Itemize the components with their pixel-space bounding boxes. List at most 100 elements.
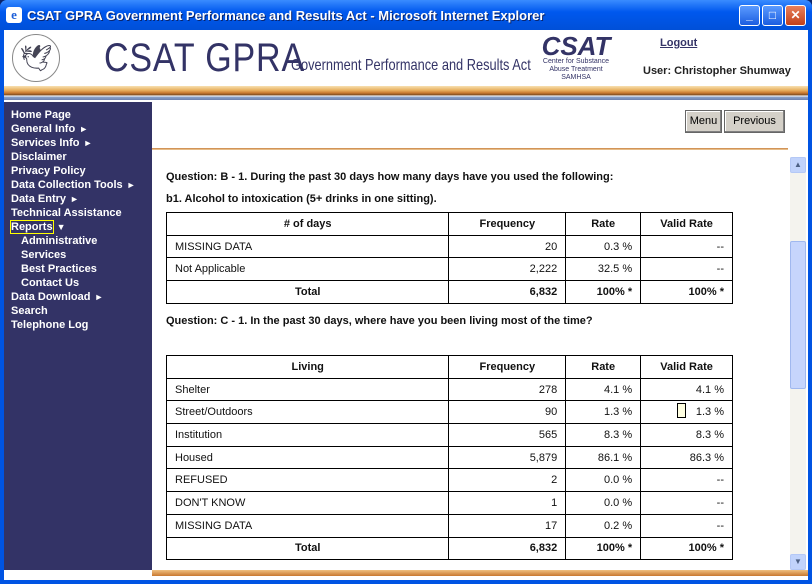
question-b1: Question: B - 1. During the past 30 days… xyxy=(166,171,614,183)
sidebar-item-label: Privacy Policy xyxy=(11,165,86,177)
sidebar-item-label: Services Info xyxy=(11,137,80,149)
table-cell: 0.0 % xyxy=(565,491,642,515)
table-cell: 278 xyxy=(448,377,567,402)
sidebar-item-search[interactable]: Search xyxy=(11,304,48,318)
minimize-button[interactable]: _ xyxy=(739,5,760,26)
sidebar-item-services[interactable]: Services xyxy=(21,248,66,262)
sidebar-item-privacy-policy[interactable]: Privacy Policy xyxy=(11,164,86,178)
scroll-down-button[interactable]: ▼ xyxy=(790,554,806,570)
table-cell: -- xyxy=(640,257,733,282)
table-cell: 4.1 % xyxy=(565,377,642,402)
total-cell: 100% * xyxy=(640,536,733,561)
sidebar-item-label: Data Collection Tools xyxy=(11,179,123,191)
sidebar-item-label: Reports xyxy=(10,220,54,234)
column-header: Frequency xyxy=(448,355,567,379)
sidebar-item-disclaimer[interactable]: Disclaimer xyxy=(11,150,67,164)
logout-link[interactable]: Logout xyxy=(660,37,698,49)
table-cell: 4.1 % xyxy=(640,377,733,402)
column-header: Valid Rate xyxy=(640,212,733,236)
sidebar-item-label: Best Practices xyxy=(21,263,97,275)
table-cell: 2 xyxy=(448,468,567,493)
triangle-right-icon: ► xyxy=(83,138,93,148)
table-cell: 2,222 xyxy=(448,257,567,282)
sidebar-item-label: Technical Assistance xyxy=(11,207,122,219)
sidebar-item-label: Disclaimer xyxy=(11,151,67,163)
sidebar-item-services-info[interactable]: Services Info ► xyxy=(11,136,92,150)
table-header-row: Living Frequency Rate Valid Rate xyxy=(165,355,733,379)
total-cell: 6,832 xyxy=(448,280,567,304)
sidebar-item-technical-assistance[interactable]: Technical Assistance xyxy=(11,206,122,220)
column-header: Rate xyxy=(565,355,642,379)
table-cell: 32.5 % xyxy=(565,257,642,282)
total-row: Total 6,832 100% * 100% * xyxy=(165,536,733,561)
table-cell: 0.2 % xyxy=(565,513,642,538)
table-cell: -- xyxy=(640,468,733,493)
table-cell: Institution xyxy=(165,423,450,447)
sidebar-item-contact-us[interactable]: Contact Us xyxy=(21,276,79,290)
table-cell: Shelter xyxy=(165,377,450,402)
close-button[interactable]: ✕ xyxy=(785,5,806,26)
sidebar-item-data-collection-tools[interactable]: Data Collection Tools ► xyxy=(11,178,136,192)
scroll-thumb[interactable] xyxy=(790,241,806,389)
table-days: # of days Frequency Rate Valid Rate MISSING … xyxy=(165,212,733,304)
table-cell: 17 xyxy=(448,513,567,538)
menu-button[interactable]: Menu xyxy=(685,110,722,133)
table-row: Housed 5,879 86.1 % 86.3 % xyxy=(165,445,733,470)
table-living: Living Frequency Rate Valid Rate Shelter 278 4… xyxy=(165,355,733,561)
sidebar-item-data-entry[interactable]: Data Entry ► xyxy=(11,192,79,206)
question-b1-sub: b1. Alcohol to intoxication (5+ drinks i… xyxy=(166,193,437,205)
previous-button[interactable]: Previous xyxy=(724,110,785,133)
table-row: MISSING DATA 20 0.3 % -- xyxy=(165,234,733,259)
column-header: Frequency xyxy=(448,212,567,236)
column-header: # of days xyxy=(165,212,450,236)
column-header: Living xyxy=(165,355,450,379)
sidebar-item-best-practices[interactable]: Best Practices xyxy=(21,262,97,276)
sidebar-item-label: Telephone Log xyxy=(11,319,89,331)
page-content: 🕊 CSAT GPRA Government Performance and R… xyxy=(4,30,808,580)
sidebar-item-reports[interactable]: Reports ▼ xyxy=(10,220,66,234)
table-cell: MISSING DATA xyxy=(165,234,450,259)
csat-logo: CSAT Center for Substance Abuse Treatmen… xyxy=(541,31,611,81)
table-cell: 1 xyxy=(448,491,567,515)
site-subtitle: Government Performance and Results Act xyxy=(291,57,531,74)
table-cell: 565 xyxy=(448,423,567,447)
scroll-up-button[interactable]: ▲ xyxy=(790,157,806,173)
table-cell: Street/Outdoors xyxy=(165,400,450,425)
header: 🕊 CSAT GPRA Government Performance and R… xyxy=(4,30,808,86)
total-cell: 6,832 xyxy=(448,536,567,561)
question-c1: Question: C - 1. In the past 30 days, wh… xyxy=(166,315,593,327)
table-cell: 8.3 % xyxy=(565,423,642,447)
sidebar-item-label: Contact Us xyxy=(21,277,80,289)
table-cell: 1.3 % xyxy=(640,400,733,425)
header-stripe xyxy=(4,86,808,100)
triangle-down-icon: ▼ xyxy=(56,222,66,232)
sidebar-item-home-page[interactable]: Home Page xyxy=(11,108,71,122)
triangle-right-icon: ► xyxy=(79,124,89,134)
title-bar: e CSAT GPRA Government Performance and R… xyxy=(0,0,812,30)
hhs-seal-logo: 🕊 xyxy=(12,34,60,82)
sidebar-item-telephone-log[interactable]: Telephone Log xyxy=(11,318,88,332)
table-row: DON'T KNOW 1 0.0 % -- xyxy=(165,491,733,515)
triangle-right-icon: ► xyxy=(70,194,79,204)
sidebar-item-label: Data Download xyxy=(11,291,91,303)
sidebar-item-general-info[interactable]: General Info ► xyxy=(11,122,88,136)
table-cell: 0.0 % xyxy=(565,468,642,493)
column-header: Rate xyxy=(565,212,642,236)
table-row: MISSING DATA 17 0.2 % -- xyxy=(165,513,733,538)
table-cell: -- xyxy=(640,234,733,259)
sidebar-item-data-download[interactable]: Data Download ► xyxy=(11,290,103,304)
tooltip-marker xyxy=(677,403,686,418)
table-cell: Housed xyxy=(165,445,450,470)
triangle-right-icon: ► xyxy=(94,292,104,302)
table-cell: 90 xyxy=(448,400,567,425)
table-cell: 86.3 % xyxy=(640,445,733,470)
table-cell: 5,879 xyxy=(448,445,567,470)
sidebar-item-administrative[interactable]: Administrative xyxy=(21,234,97,248)
maximize-button[interactable]: □ xyxy=(762,5,783,26)
divider xyxy=(152,148,788,150)
table-cell: 8.3 % xyxy=(640,423,733,447)
table-cell: 0.3 % xyxy=(565,234,642,259)
vertical-scrollbar[interactable]: ▲ ▼ xyxy=(790,157,806,570)
table-cell: 20 xyxy=(448,234,567,259)
